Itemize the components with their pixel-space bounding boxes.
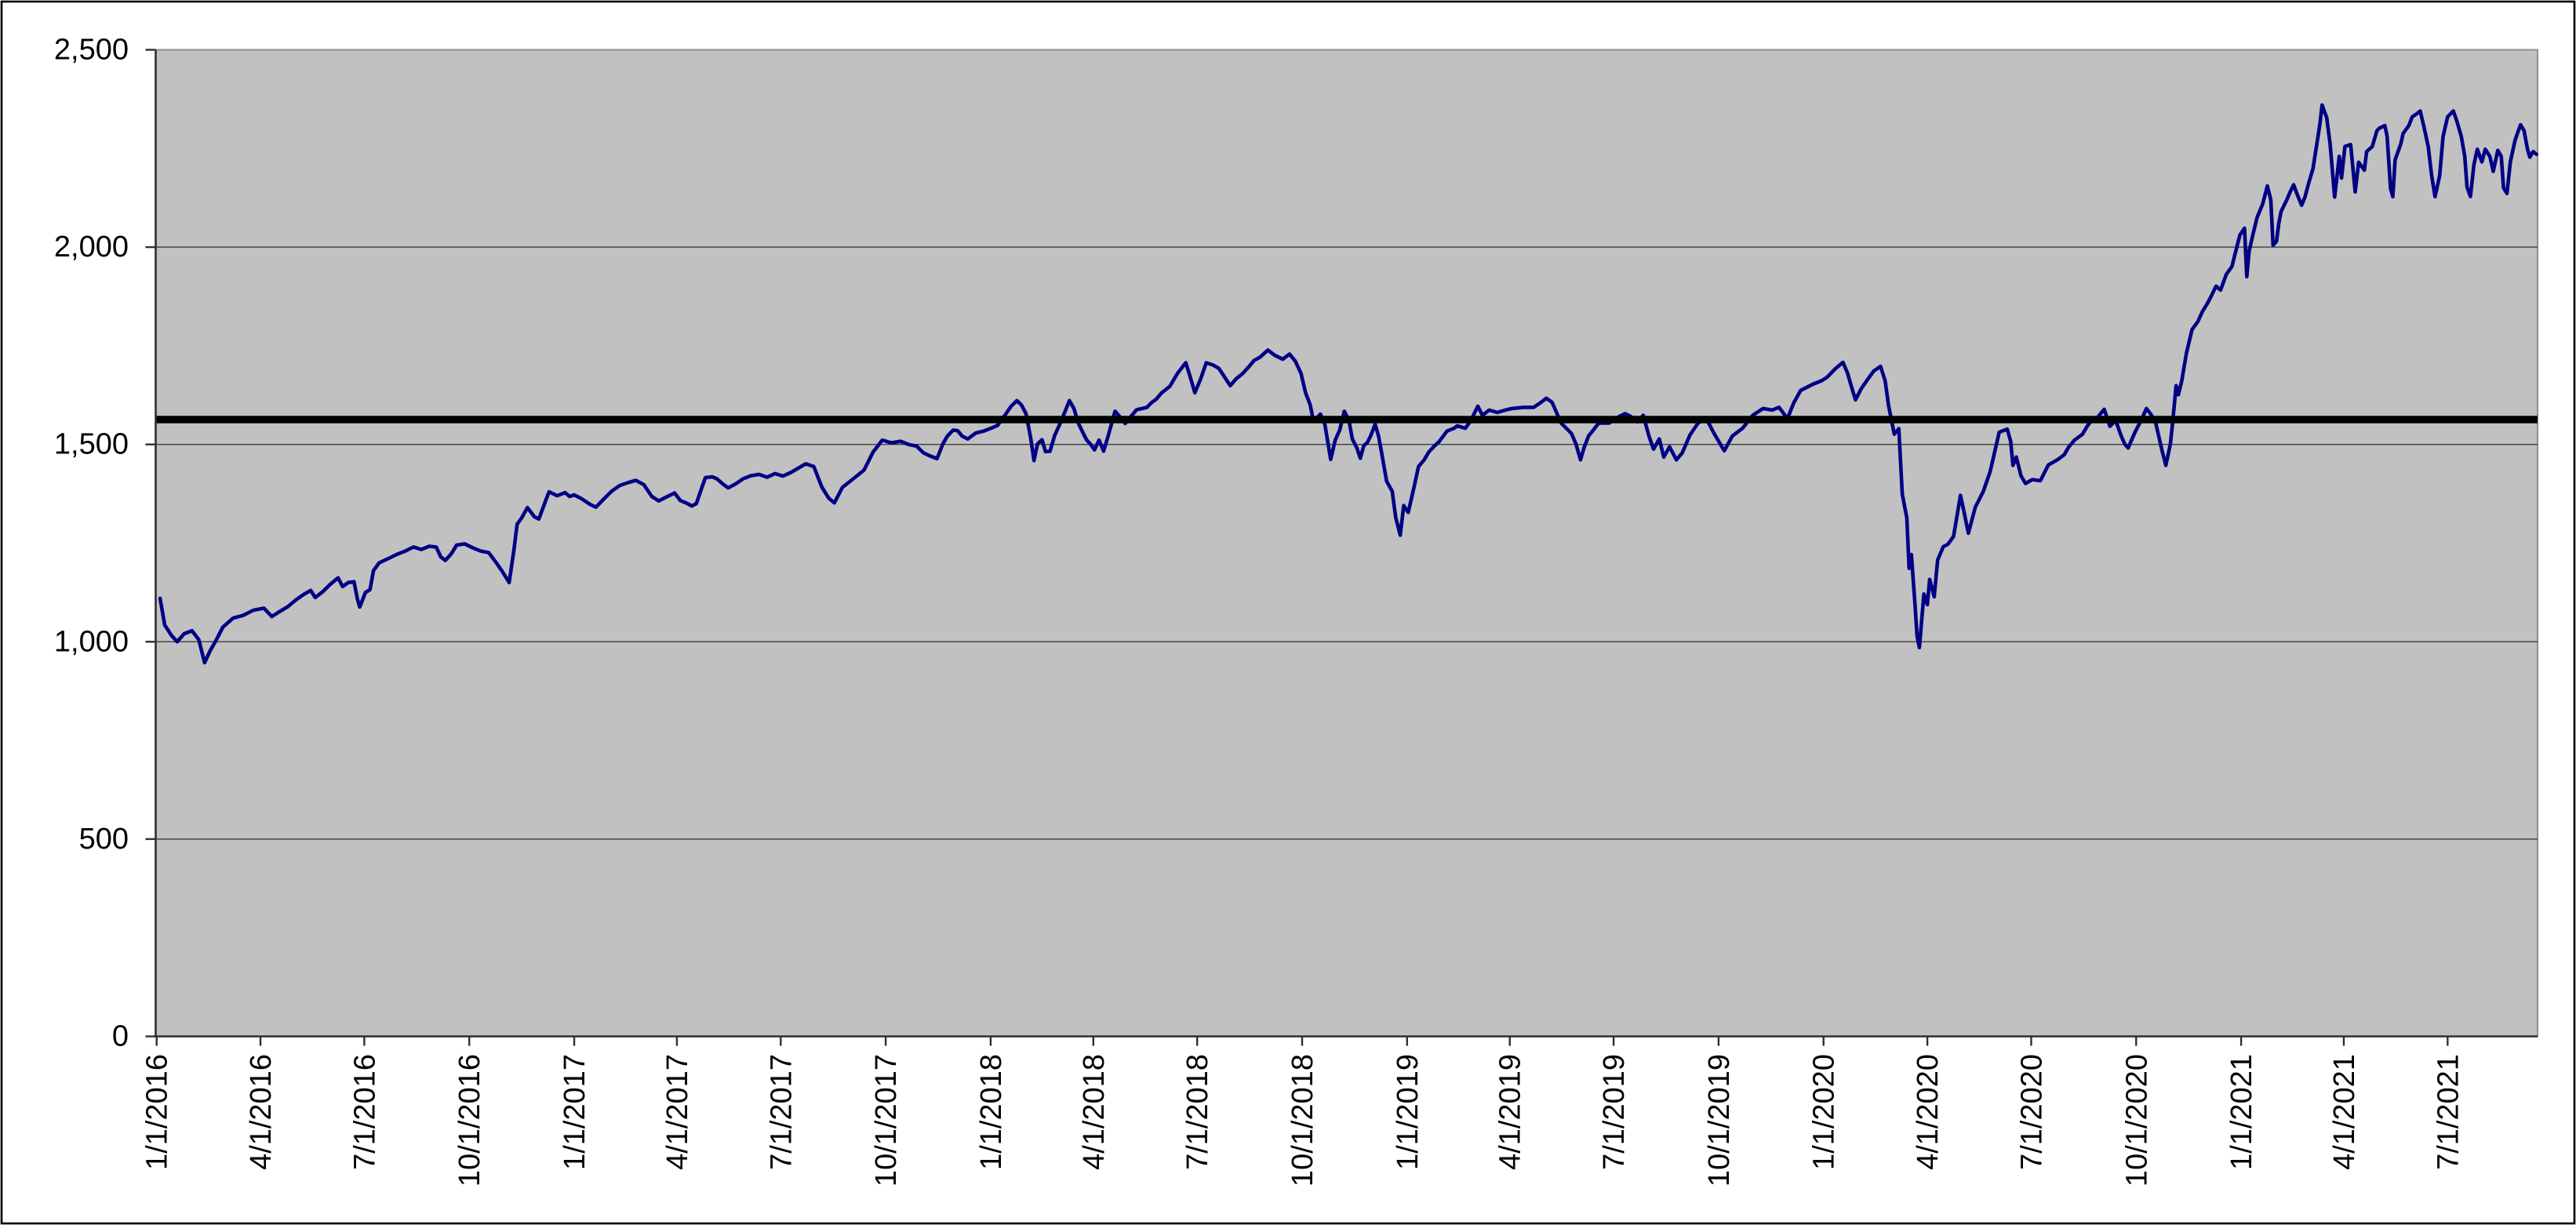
x-axis-labels: 1/1/2016 4/1/2016 7/1/2016 10/1/2016 1/1/201… bbox=[141, 1054, 2465, 1187]
x-axis-label: 4/1/2020 bbox=[1912, 1054, 1945, 1170]
x-axis-label: 1/1/2021 bbox=[2225, 1054, 2258, 1170]
y-axis-label: 0 bbox=[112, 1020, 129, 1053]
x-axis-label: 7/1/2020 bbox=[2015, 1054, 2048, 1170]
value-line-series bbox=[158, 103, 2539, 665]
x-axis-label: 1/1/2020 bbox=[1808, 1054, 1841, 1170]
x-axis-label: 7/1/2018 bbox=[1181, 1054, 1214, 1170]
y-axis-label: 1,500 bbox=[54, 428, 129, 461]
x-axis-label: 4/1/2018 bbox=[1078, 1054, 1111, 1170]
x-axis-label: 10/1/2019 bbox=[1703, 1054, 1736, 1187]
x-axis-label: 1/1/2016 bbox=[141, 1054, 174, 1170]
x-axis-label: 10/1/2017 bbox=[870, 1054, 903, 1187]
x-axis-label: 4/1/2021 bbox=[2328, 1054, 2361, 1170]
x-axis-label: 7/1/2016 bbox=[348, 1054, 381, 1170]
x-axis-label: 7/1/2017 bbox=[765, 1054, 798, 1170]
x-axis-label: 4/1/2016 bbox=[245, 1054, 278, 1170]
x-axis-label: 4/1/2019 bbox=[1494, 1054, 1527, 1170]
y-axis-label: 2,000 bbox=[54, 231, 129, 264]
x-axis-label: 10/1/2020 bbox=[2120, 1054, 2153, 1187]
plot-background bbox=[155, 49, 2538, 1038]
x-axis-ticks bbox=[155, 1036, 2449, 1046]
y-axis-label: 500 bbox=[79, 823, 129, 856]
y-axis-ticks bbox=[145, 49, 156, 1038]
x-axis-label: 7/1/2021 bbox=[2432, 1054, 2465, 1170]
y-axis-label: 2,500 bbox=[54, 34, 129, 67]
x-axis-label: 1/1/2019 bbox=[1392, 1054, 1424, 1170]
plot-area bbox=[155, 49, 2538, 1038]
y-axis-labels: 0 500 1,000 1,500 2,000 2,500 bbox=[54, 34, 129, 1053]
y-axis-label: 1,000 bbox=[54, 625, 129, 658]
value-line bbox=[158, 103, 2539, 665]
gridlines bbox=[155, 246, 2538, 840]
x-axis-label: 1/1/2017 bbox=[558, 1054, 591, 1170]
x-axis-label: 7/1/2019 bbox=[1598, 1054, 1631, 1170]
axes bbox=[155, 49, 2538, 1038]
x-axis-label: 10/1/2018 bbox=[1286, 1054, 1319, 1187]
x-axis-label: 1/1/2018 bbox=[975, 1054, 1008, 1170]
x-axis-label: 4/1/2017 bbox=[661, 1054, 694, 1170]
x-axis-label: 10/1/2016 bbox=[453, 1054, 486, 1187]
